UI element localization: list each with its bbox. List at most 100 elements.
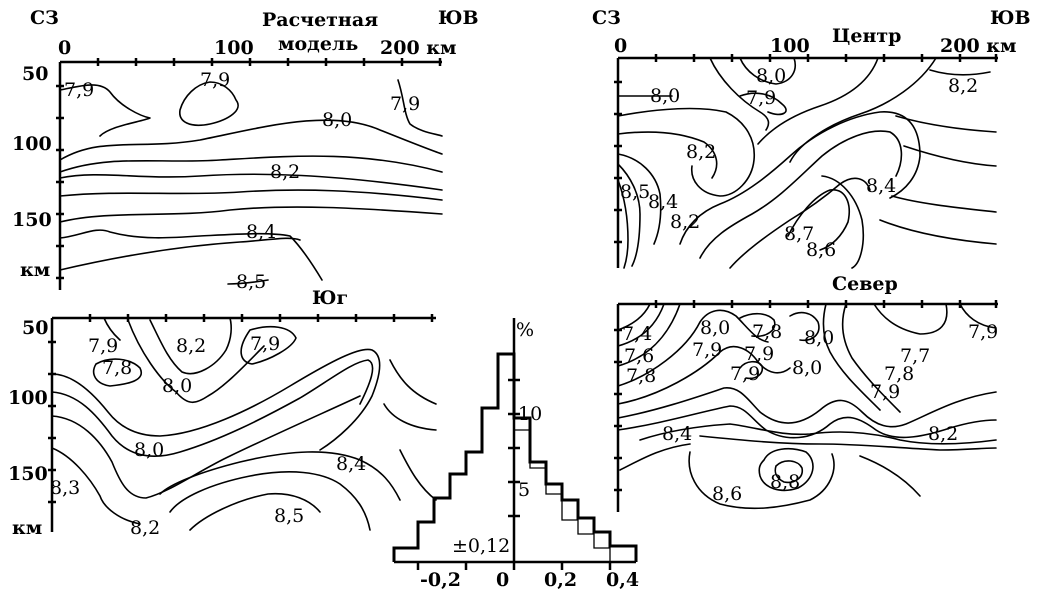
north-isoline-i	[822, 303, 881, 411]
model-isoline-a	[59, 84, 151, 137]
north-isoline-n	[617, 405, 997, 439]
center-left-ticks	[614, 80, 622, 244]
histogram-annotation: ±0,12	[452, 535, 510, 557]
south-axes	[50, 316, 436, 532]
north-contour-label-80c: 8,0	[792, 357, 822, 379]
model-isoline-k	[227, 279, 269, 285]
north-contour-label-78a: 7,8	[752, 321, 782, 343]
center-x-tick-100: 100	[770, 35, 810, 57]
histogram-x-ticks	[416, 562, 612, 570]
model-isoline-g	[59, 189, 443, 201]
south-contour-label-84: 8,4	[336, 453, 366, 475]
center-isoline-e	[617, 107, 755, 197]
panel-model: Расчетная модель 0 100 200 км 50 100 150…	[12, 9, 457, 293]
north-isoline-j	[841, 303, 901, 413]
model-left-ticks	[56, 84, 64, 280]
compass-nw-right: СЗ	[592, 7, 621, 29]
compass-se-right: ЮВ	[990, 7, 1031, 29]
histogram-secondary-steps	[514, 429, 611, 562]
center-contour-label-80a: 8,0	[756, 65, 786, 87]
south-isoline-n	[189, 492, 321, 531]
model-title-line1: Расчетная	[262, 9, 378, 31]
center-contour-label-86: 8,6	[806, 239, 836, 261]
model-contour-label-84: 8,4	[246, 221, 276, 243]
south-contour-label-85: 8,5	[274, 505, 304, 527]
north-isoline-t	[774, 460, 804, 484]
center-top-ticks	[654, 54, 998, 62]
north-isoline-e	[617, 345, 791, 405]
south-contour-label-82b: 8,2	[130, 517, 160, 539]
north-isoline-c	[617, 303, 681, 367]
center-isoline-g	[757, 57, 879, 145]
center-isoline-a	[739, 57, 796, 85]
model-isoline-h	[59, 206, 443, 223]
model-contour-label-79c: 7,9	[390, 93, 420, 115]
model-y-tick-150: 150	[12, 209, 52, 231]
north-isoline-b	[617, 303, 665, 347]
model-isoline-c	[59, 119, 443, 161]
model-x-tick-200: 200 км	[380, 37, 457, 59]
center-isoline-t	[895, 115, 997, 133]
center-isoline-j	[617, 153, 662, 245]
south-y-tick-50: 50	[22, 317, 48, 339]
north-contour-label-80b: 8,0	[804, 327, 834, 349]
north-contour-label-78b: 7,8	[626, 365, 656, 387]
south-isoline-a	[103, 317, 121, 341]
compass-se-left: ЮВ	[438, 7, 479, 29]
north-contour-label-80a: 8,0	[700, 317, 730, 339]
center-contour-label-85: 8,5	[620, 181, 650, 203]
north-contour-label-79c: 7,9	[744, 343, 774, 365]
model-x-tick-0: 0	[58, 37, 71, 59]
center-isoline-r	[891, 195, 997, 213]
north-contour-label-88: 8,8	[770, 471, 800, 493]
histogram-x-tick-02: 0,2	[544, 569, 577, 591]
center-isoline-f	[617, 131, 718, 179]
center-isoline-n	[699, 130, 903, 259]
model-isoline-e	[59, 155, 443, 173]
model-contour-label-80: 8,0	[322, 109, 352, 131]
north-contour-label-77: 7,7	[900, 345, 930, 367]
south-isoline-e	[127, 319, 265, 404]
center-contour-label-82a: 8,2	[948, 75, 978, 97]
south-isoline-g	[51, 359, 374, 458]
north-isoline-f	[739, 312, 776, 338]
histogram-y-unit: %	[516, 319, 534, 341]
south-top-ticks	[88, 314, 434, 322]
south-contour-label-82: 8,2	[176, 335, 206, 357]
model-y-unit: км	[20, 259, 50, 281]
south-isoline-c	[92, 358, 143, 387]
south-contour-label-78: 7,8	[102, 357, 132, 379]
histogram-y-tick-5: 5	[518, 479, 530, 501]
center-contour-label-84a: 8,4	[866, 175, 896, 197]
south-isoline-i	[389, 359, 437, 405]
center-isoline-c	[709, 57, 770, 131]
south-contour-label-79a: 7,9	[88, 335, 118, 357]
north-isoline-d	[617, 309, 769, 387]
center-isoline-h	[929, 69, 991, 76]
south-isoline-j	[383, 403, 437, 431]
center-isoline-u	[903, 145, 997, 167]
model-isoline-j	[59, 237, 301, 271]
center-isoline-s	[879, 219, 997, 245]
model-top-ticks	[96, 58, 442, 66]
north-contour-label-86: 8,6	[712, 483, 742, 505]
north-contour-label-79d: 7,9	[730, 363, 760, 385]
histogram-x-tick-04: 0,4	[606, 569, 639, 591]
north-isoline-p	[699, 435, 997, 451]
center-contour-label-84b: 8,4	[648, 191, 678, 213]
histogram-x-tick-neg02: -0,2	[420, 569, 461, 591]
south-y-tick-100: 100	[8, 387, 48, 409]
south-contour-label-79b: 7,9	[250, 333, 280, 355]
south-contour-label-80a: 8,0	[162, 375, 192, 397]
north-isoline-h	[739, 360, 764, 380]
north-isoline-m	[617, 387, 997, 428]
north-isoline-o	[639, 423, 997, 445]
model-y-tick-50: 50	[22, 63, 48, 85]
panel-center: Центр 0 100 200 км 8,0 8,0 7,9 8,2 8,2 8…	[614, 25, 1017, 269]
center-contour-label-80b: 8,0	[650, 85, 680, 107]
north-contour-label-82: 8,2	[928, 423, 958, 445]
north-contour-label-78c: 7,8	[884, 363, 914, 385]
center-x-tick-0: 0	[614, 35, 627, 57]
center-isoline-k	[617, 163, 641, 267]
